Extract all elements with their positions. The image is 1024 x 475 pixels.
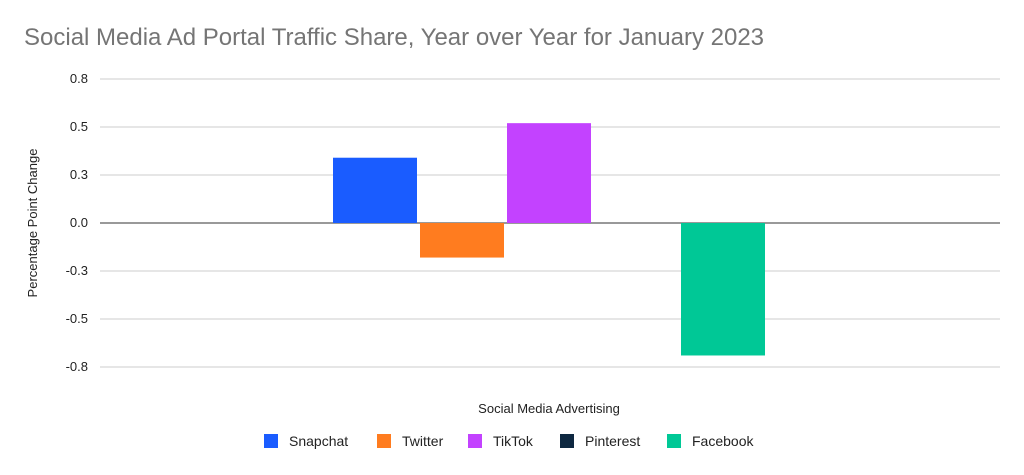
y-tick-label: 0.0 [70,215,88,230]
y-tick-label: -0.8 [66,359,88,374]
legend-swatch-snapchat [264,434,278,448]
chart-title: Social Media Ad Portal Traffic Share, Ye… [24,24,765,51]
y-tick-label: -0.5 [66,311,88,326]
bar-snapchat [333,157,417,223]
bar-tiktok [507,123,591,223]
y-axis-label: Percentage Point Change [25,149,40,298]
y-tick-label: 0.8 [70,71,88,86]
legend-swatch-twitter [377,434,391,448]
legend-label-snapchat: Snapchat [289,433,348,449]
legend-label-pinterest: Pinterest [585,433,640,449]
legend-swatch-pinterest [560,434,574,448]
legend-swatch-tiktok [468,434,482,448]
y-tick-label: -0.3 [66,263,88,278]
y-tick-label: 0.5 [70,119,88,134]
legend-label-facebook: Facebook [692,433,754,449]
legend-label-tiktok: TikTok [493,433,534,449]
legend-label-twitter: Twitter [402,433,444,449]
y-tick-label: 0.3 [70,167,88,182]
legend-swatch-facebook [667,434,681,448]
x-axis-label: Social Media Advertising [478,401,620,416]
bar-twitter [420,223,504,258]
bar-facebook [681,223,765,356]
